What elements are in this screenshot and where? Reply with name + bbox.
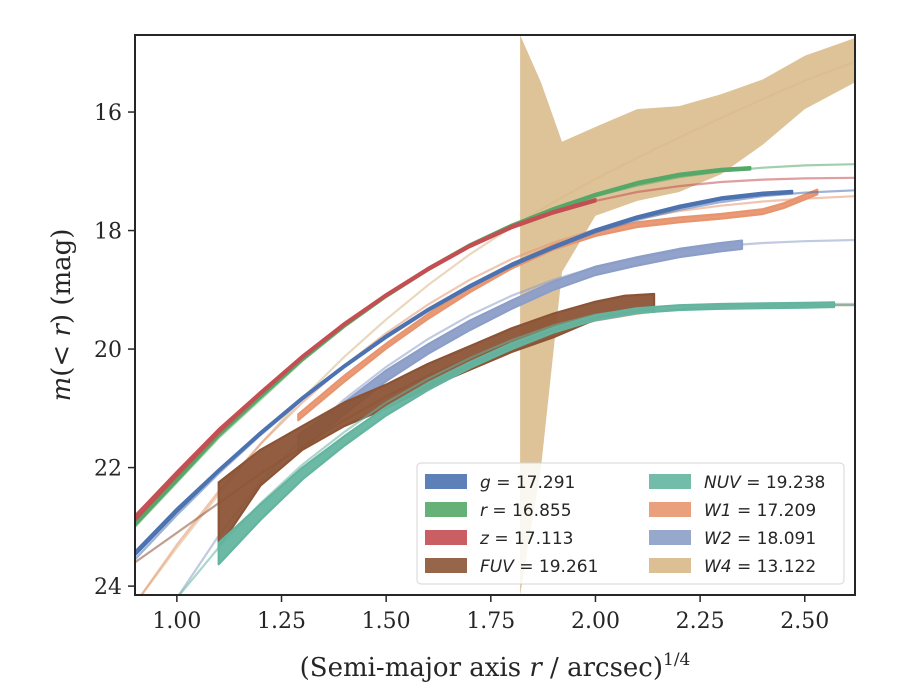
x-tick-label: 2.25 [676, 609, 725, 634]
legend-label-fuv: FUV = 19.261 [480, 557, 598, 577]
x-tick-label: 1.50 [362, 609, 411, 634]
legend-item-z: z = 17.113 [425, 529, 573, 549]
y-tick-label: 18 [94, 220, 122, 245]
x-tick-label: 1.75 [466, 609, 515, 634]
legend-label-z: z = 17.113 [479, 529, 573, 549]
y-axis-title-variable: m [47, 377, 77, 402]
legend-item-r: r = 16.855 [425, 501, 572, 521]
x-axis-title-exponent: 1/4 [663, 650, 690, 670]
series-z [135, 176, 855, 522]
legend-swatch-nuv [649, 474, 691, 489]
y-tick-label: 22 [94, 457, 122, 482]
legend-swatch-w4 [649, 558, 691, 573]
legend-item-w4: W4 = 13.122 [649, 557, 816, 577]
x-tick-label: 1.25 [257, 609, 306, 634]
y-axis-title-part-4: ) (mag) [47, 229, 77, 325]
legend-label-w1: W1 = 17.209 [704, 501, 816, 521]
legend-item-w1: W1 = 17.209 [649, 501, 816, 521]
y-tick-label: 20 [94, 338, 122, 363]
legend-label-r: r = 16.855 [480, 501, 572, 521]
series-g-data-band [135, 189, 794, 557]
series-w2-data-band [297, 239, 744, 454]
plot-frame [134, 34, 856, 596]
x-tick-label: 2.50 [780, 609, 829, 634]
x-axis-title-part-1: (Semi-major axis [300, 653, 530, 683]
legend-swatch-z [425, 530, 467, 545]
series-g [135, 189, 855, 561]
x-axis-title-variable: r [529, 653, 543, 683]
y-axis-title-part-2: (< [47, 337, 77, 377]
y-axis: 16 18 20 22 24 [94, 101, 135, 600]
legend-swatch-w2 [649, 530, 691, 545]
series-z-data-band [135, 198, 597, 522]
plot-area [135, 35, 855, 595]
legend-item-fuv: FUV = 19.261 [425, 557, 598, 577]
legend-label-nuv: NUV = 19.238 [704, 473, 825, 493]
legend-label-w4: W4 = 13.122 [704, 557, 816, 577]
legend-label-w2: W2 = 18.091 [704, 529, 816, 549]
legend-item-w2: W2 = 18.091 [649, 529, 816, 549]
legend: g = 17.291 r = 16.855 z = 17.113 FUV = 19.2… [416, 462, 845, 585]
legend-label-g: g = 17.291 [480, 473, 575, 493]
series-nuv-data-band [217, 301, 836, 566]
legend-frame [416, 462, 845, 585]
y-tick-label: 16 [94, 101, 122, 126]
legend-swatch-w1 [649, 502, 691, 517]
legend-swatch-r [425, 502, 467, 517]
y-tick-label: 24 [94, 575, 122, 600]
y-axis-title: m(< r) (mag) [47, 229, 77, 402]
x-axis-title-part-3: / arcsec) [542, 653, 663, 683]
x-axis: 1.00 1.25 1.50 1.75 2.00 2.25 2.50 [152, 595, 829, 634]
x-tick-label: 2.00 [571, 609, 620, 634]
y-axis-title-radius: r [47, 323, 77, 337]
legend-item-g: g = 17.291 [425, 473, 575, 493]
legend-swatch-fuv [425, 558, 467, 573]
legend-swatch-g [425, 474, 467, 489]
series-w1-model-curve [139, 195, 855, 595]
x-axis-title: (Semi-major axis r / arcsec)1/4 [300, 650, 691, 683]
legend-item-nuv: NUV = 19.238 [649, 473, 825, 493]
series-nuv [177, 301, 855, 595]
series-w4-data-band [520, 35, 855, 595]
x-tick-label: 1.00 [152, 609, 201, 634]
